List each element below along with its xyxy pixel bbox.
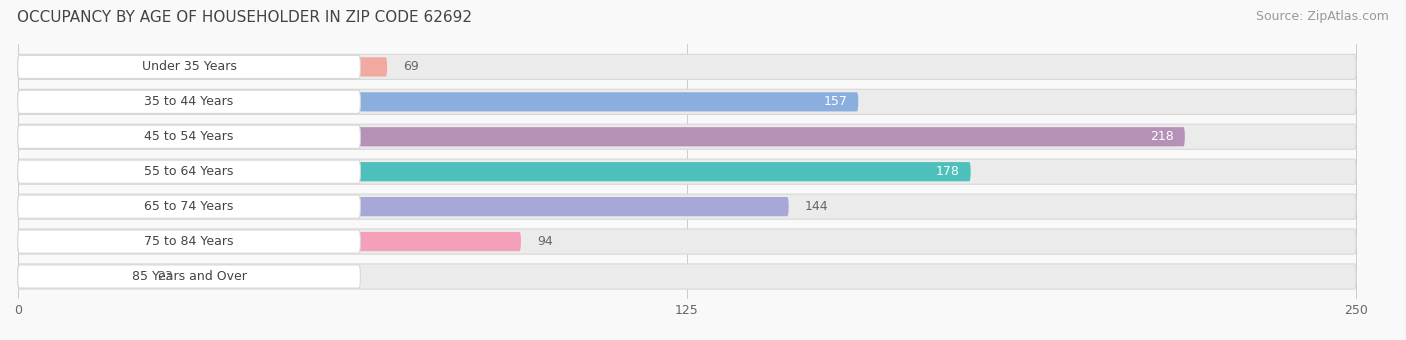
FancyBboxPatch shape	[18, 195, 360, 218]
FancyBboxPatch shape	[18, 54, 1357, 80]
Text: 35 to 44 Years: 35 to 44 Years	[145, 95, 233, 108]
Text: 85 Years and Over: 85 Years and Over	[132, 270, 246, 283]
FancyBboxPatch shape	[18, 89, 1357, 115]
FancyBboxPatch shape	[18, 57, 387, 76]
Text: 178: 178	[936, 165, 960, 178]
FancyBboxPatch shape	[18, 124, 1357, 149]
Text: 94: 94	[537, 235, 553, 248]
FancyBboxPatch shape	[18, 229, 1357, 254]
Text: Source: ZipAtlas.com: Source: ZipAtlas.com	[1256, 10, 1389, 23]
FancyBboxPatch shape	[18, 127, 1185, 147]
FancyBboxPatch shape	[18, 265, 360, 288]
FancyBboxPatch shape	[18, 90, 360, 114]
FancyBboxPatch shape	[18, 264, 1357, 289]
FancyBboxPatch shape	[18, 197, 789, 216]
FancyBboxPatch shape	[18, 230, 360, 253]
Text: 55 to 64 Years: 55 to 64 Years	[145, 165, 233, 178]
Text: 69: 69	[404, 61, 419, 73]
FancyBboxPatch shape	[18, 125, 360, 148]
Text: 218: 218	[1150, 130, 1174, 143]
FancyBboxPatch shape	[18, 162, 970, 181]
FancyBboxPatch shape	[18, 160, 360, 183]
FancyBboxPatch shape	[18, 194, 1357, 219]
FancyBboxPatch shape	[18, 55, 360, 79]
Text: 157: 157	[824, 95, 848, 108]
FancyBboxPatch shape	[18, 267, 141, 286]
Text: 65 to 74 Years: 65 to 74 Years	[145, 200, 233, 213]
Text: 45 to 54 Years: 45 to 54 Years	[145, 130, 233, 143]
FancyBboxPatch shape	[18, 232, 522, 251]
Text: 75 to 84 Years: 75 to 84 Years	[145, 235, 233, 248]
Text: OCCUPANCY BY AGE OF HOUSEHOLDER IN ZIP CODE 62692: OCCUPANCY BY AGE OF HOUSEHOLDER IN ZIP C…	[17, 10, 472, 25]
FancyBboxPatch shape	[18, 159, 1357, 184]
Text: 144: 144	[804, 200, 828, 213]
Text: Under 35 Years: Under 35 Years	[142, 61, 236, 73]
FancyBboxPatch shape	[18, 92, 858, 112]
Text: 23: 23	[157, 270, 173, 283]
